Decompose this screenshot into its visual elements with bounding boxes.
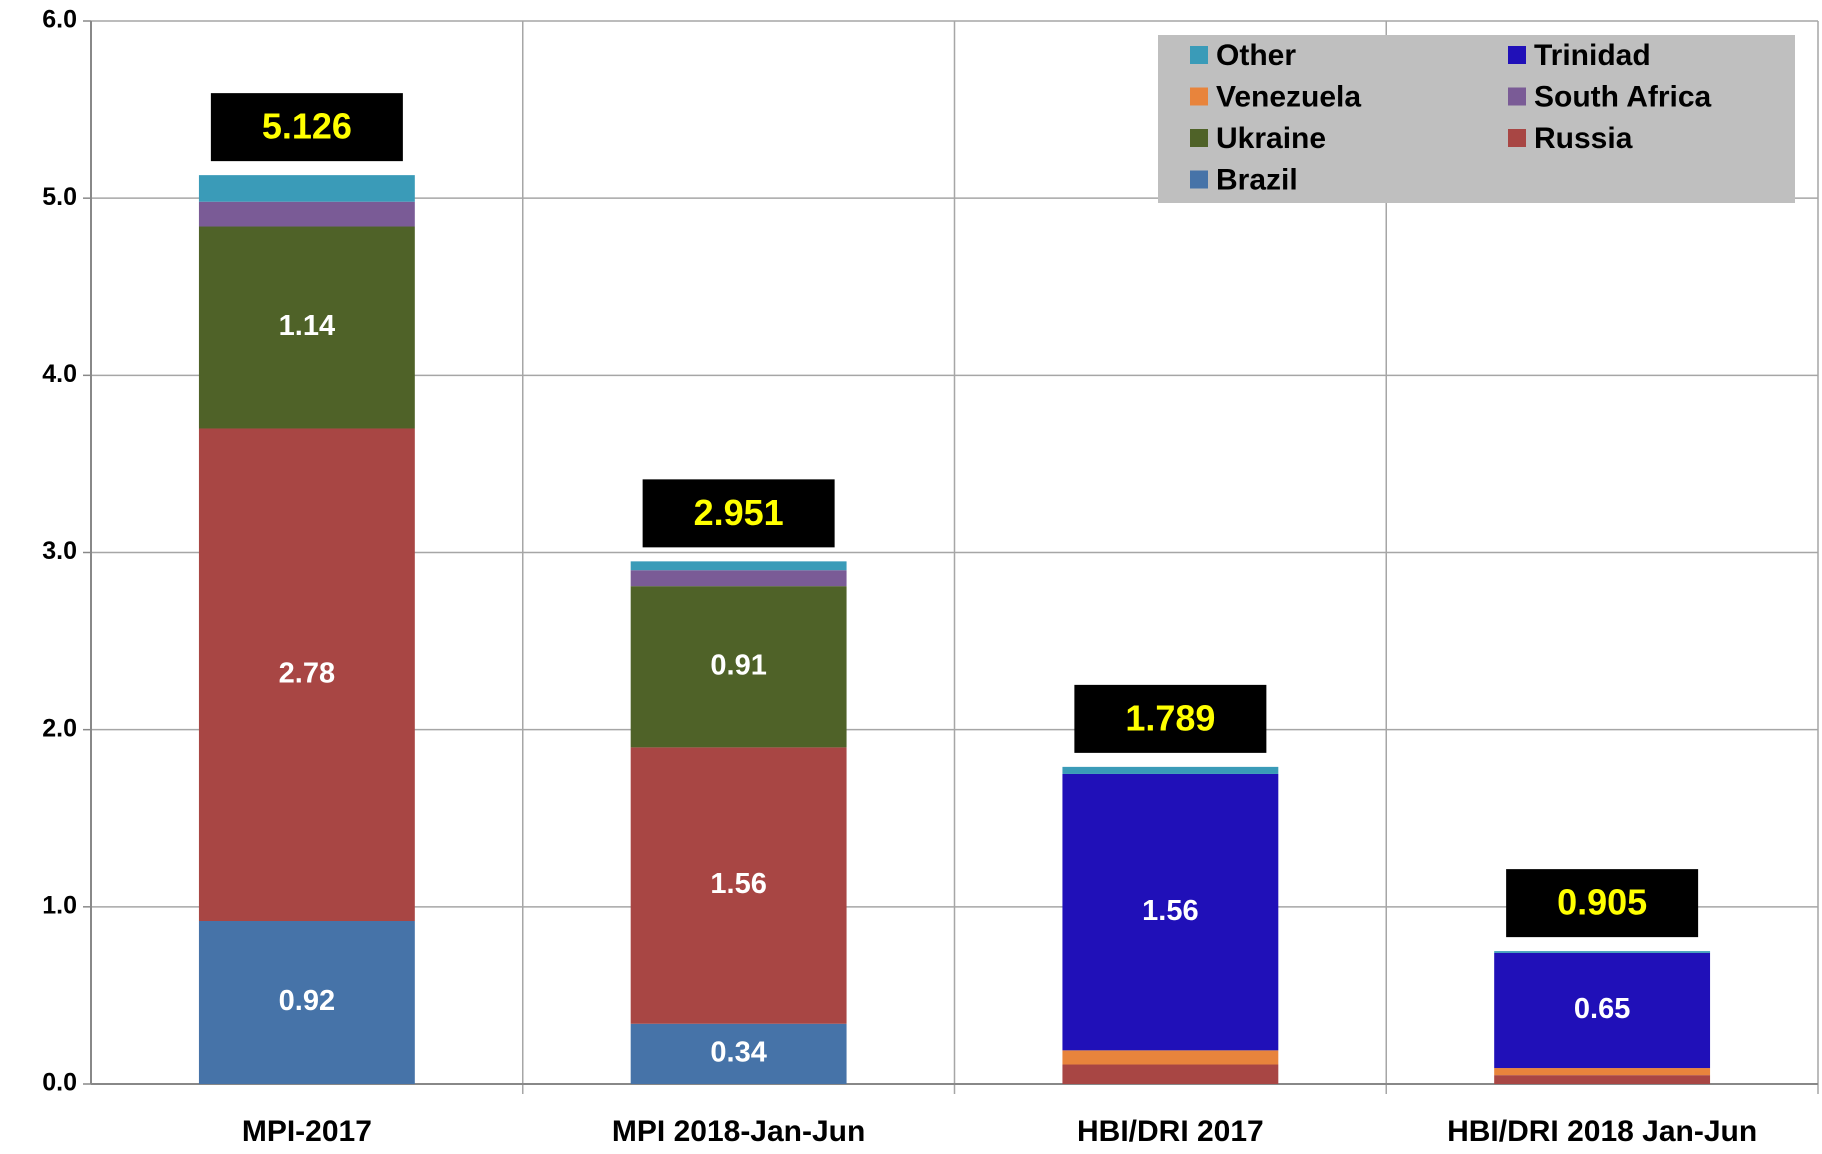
legend-swatch (1190, 46, 1208, 64)
legend-swatch (1190, 129, 1208, 147)
bar-segment (630, 586, 847, 748)
legend-label: Brazil (1216, 163, 1298, 196)
total-label: 2.951 (694, 492, 784, 533)
y-tick-label: 4.0 (42, 360, 77, 388)
bar-segment (1494, 951, 1711, 953)
segment-label: 2.78 (279, 657, 335, 689)
x-tick-label: HBI/DRI 2017 (1077, 1115, 1264, 1148)
total-box (642, 479, 835, 548)
bar-segment (1062, 1064, 1279, 1084)
total-label: 5.126 (262, 106, 352, 147)
legend-label: Trinidad (1534, 39, 1651, 72)
bar-segment (1494, 1075, 1711, 1084)
total-label: 0.905 (1557, 882, 1647, 923)
legend-swatch (1190, 170, 1208, 189)
bar-segment (630, 747, 847, 1024)
x-tick-label: MPI-2017 (242, 1115, 372, 1148)
bar-segment (1062, 766, 1279, 774)
legend-swatch (1508, 129, 1526, 147)
total-box (1506, 869, 1699, 938)
segment-label: 0.91 (710, 649, 766, 681)
bar-segment (1062, 1050, 1279, 1065)
bar-segment (198, 201, 415, 227)
total-box (1074, 684, 1267, 753)
legend-label: Russia (1534, 122, 1633, 155)
y-tick-label: 5.0 (42, 183, 77, 211)
bar-segment (198, 921, 415, 1084)
segment-label: 1.56 (710, 868, 766, 900)
segment-label: 1.14 (279, 310, 335, 342)
legend-swatch (1508, 87, 1526, 106)
x-tick-label: MPI 2018-Jan-Jun (612, 1115, 865, 1148)
legend-label: Venezuela (1216, 80, 1361, 113)
x-tick-label: HBI/DRI 2018 Jan-Jun (1447, 1115, 1757, 1148)
segment-label: 0.65 (1574, 993, 1630, 1025)
bar-segment (1062, 773, 1279, 1051)
legend-swatch (1508, 46, 1526, 64)
bar-segment (630, 1023, 847, 1084)
bar-segment (198, 175, 415, 202)
bar-segment (630, 561, 847, 571)
y-tick-label: 3.0 (42, 537, 77, 565)
segment-label: 0.92 (279, 985, 335, 1017)
total-box (210, 93, 403, 162)
bar-segment (630, 570, 847, 587)
legend-label: Ukraine (1216, 122, 1326, 155)
segment-label: 0.34 (710, 1037, 766, 1069)
total-label: 1.789 (1125, 697, 1215, 738)
bar-segment (198, 226, 415, 429)
y-tick-label: 0.0 (42, 1069, 77, 1097)
bar-segment (1494, 1068, 1711, 1076)
bar-segment (198, 428, 415, 922)
y-tick-label: 1.0 (42, 891, 77, 919)
segment-label: 1.56 (1142, 895, 1198, 927)
y-tick-label: 6.0 (42, 6, 77, 34)
bar-segment (1494, 952, 1711, 1069)
legend-swatch (1190, 87, 1208, 106)
legend-box (1158, 35, 1795, 203)
legend-label: Other (1216, 39, 1296, 72)
y-tick-label: 2.0 (42, 714, 77, 742)
legend-label: South Africa (1534, 80, 1712, 113)
